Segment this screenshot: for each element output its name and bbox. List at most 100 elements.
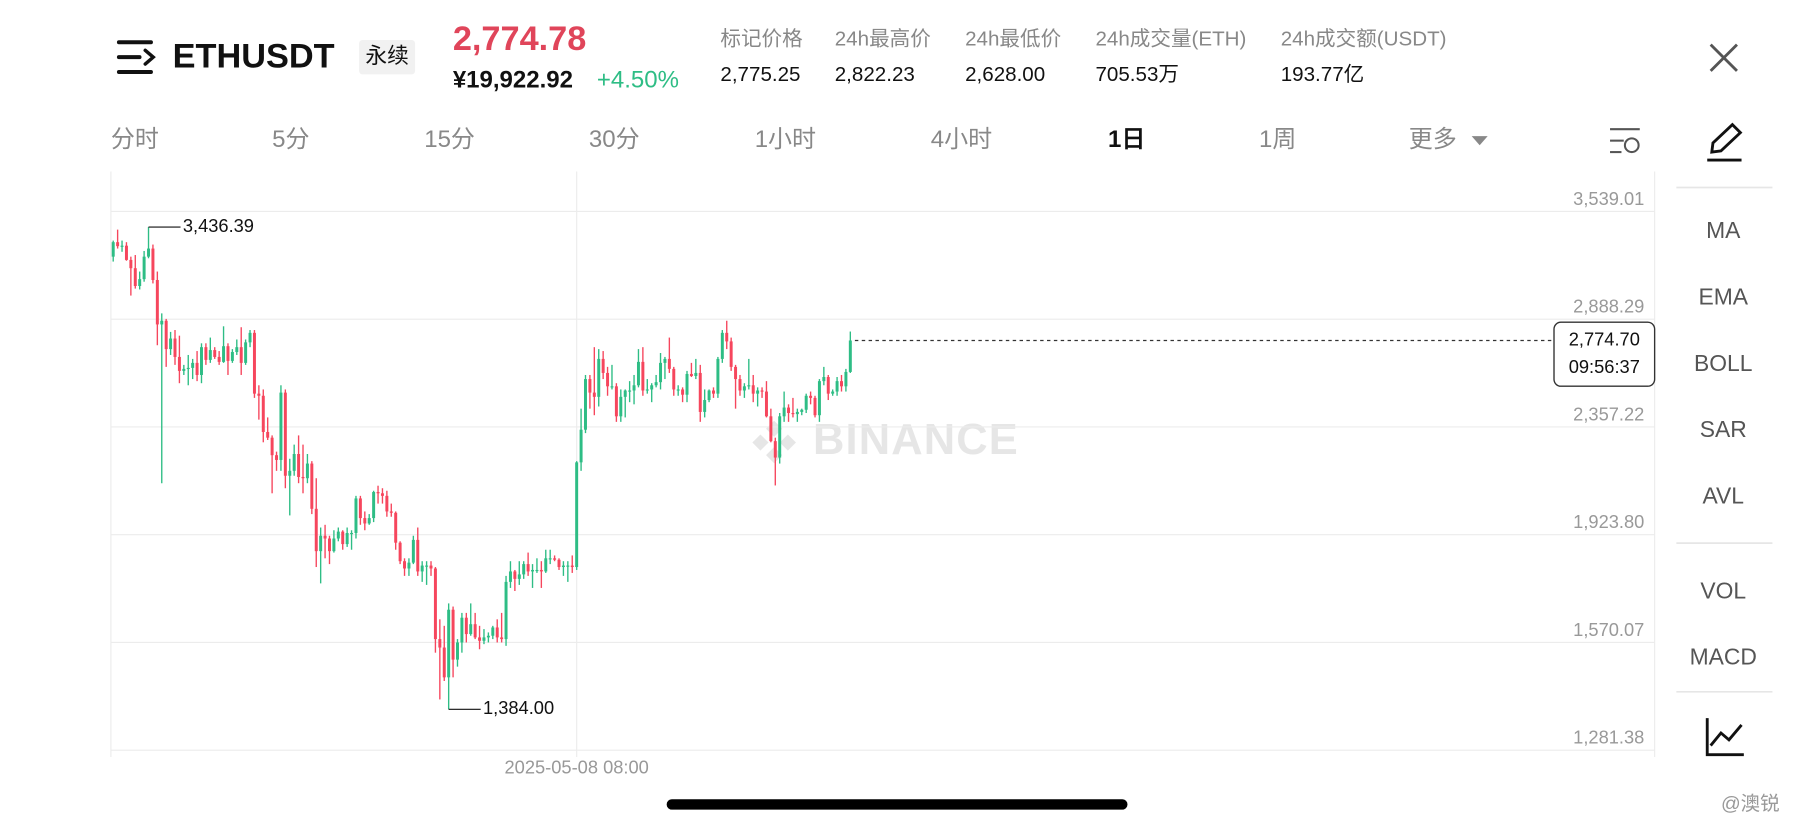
candle-body bbox=[482, 637, 486, 641]
candle-body bbox=[332, 538, 336, 552]
stat-value: 2,628.00 bbox=[965, 63, 1045, 86]
indicator-button[interactable]: MA bbox=[1706, 217, 1741, 243]
price-change: +4.50% bbox=[597, 67, 679, 94]
interval-tab[interactable]: 更多 bbox=[1409, 126, 1457, 153]
candle-body bbox=[257, 393, 261, 396]
candle-body bbox=[310, 463, 314, 509]
candle-body bbox=[844, 371, 848, 387]
candle-body bbox=[160, 320, 164, 325]
candle-body bbox=[535, 569, 539, 572]
candle-body bbox=[561, 565, 565, 568]
interval-tab[interactable]: 1日 bbox=[1108, 126, 1145, 153]
candle-body bbox=[663, 358, 667, 363]
candle-body bbox=[597, 358, 601, 397]
candle-body bbox=[787, 407, 791, 414]
candle-body bbox=[500, 637, 504, 640]
candle-body bbox=[813, 397, 817, 416]
candle-body bbox=[314, 508, 318, 552]
candle-body bbox=[584, 379, 587, 430]
indicator-button[interactable]: BOLL bbox=[1694, 350, 1752, 376]
draw-tool-icon[interactable] bbox=[1707, 122, 1743, 162]
candle-body bbox=[508, 571, 512, 582]
candle-body bbox=[817, 381, 821, 416]
chart-type-icon[interactable] bbox=[1705, 718, 1744, 757]
candle-body bbox=[248, 332, 252, 343]
interval-tab[interactable]: 分时 bbox=[111, 126, 159, 153]
candle-body bbox=[522, 564, 526, 575]
candle-body bbox=[795, 411, 799, 415]
candle-body bbox=[195, 362, 199, 375]
candle-body bbox=[756, 390, 760, 394]
candle-body bbox=[376, 492, 380, 494]
candle-body bbox=[504, 581, 508, 640]
candle-body bbox=[570, 565, 574, 568]
candle-body bbox=[460, 617, 464, 643]
candle-body bbox=[623, 390, 627, 397]
indicator-button[interactable]: SAR bbox=[1700, 416, 1747, 442]
candle-body bbox=[279, 392, 283, 460]
candle-body bbox=[822, 377, 826, 382]
candle-body bbox=[345, 532, 349, 545]
candle-body bbox=[650, 385, 654, 390]
candle-body bbox=[288, 470, 292, 476]
candle-body bbox=[641, 361, 645, 391]
candle-body bbox=[804, 395, 808, 410]
candle-body bbox=[698, 372, 702, 412]
candle-body bbox=[319, 535, 323, 552]
candle-body bbox=[544, 558, 548, 572]
interval-tab[interactable]: 1小时 bbox=[755, 126, 816, 153]
indicator-button[interactable]: AVL bbox=[1702, 482, 1744, 508]
candle-body bbox=[720, 332, 724, 359]
candle-body bbox=[557, 559, 561, 568]
y-tick-label: 2,888.29 bbox=[1573, 296, 1644, 317]
candle-body bbox=[747, 385, 751, 387]
interval-tab[interactable]: 5分 bbox=[272, 126, 309, 153]
candle-body bbox=[438, 639, 442, 648]
candle-body bbox=[111, 242, 115, 257]
extreme-label: 1,384.00 bbox=[483, 697, 554, 718]
candle-body bbox=[305, 463, 309, 479]
stat-label: 24h成交额(USDT) bbox=[1281, 27, 1447, 50]
candle-body bbox=[707, 390, 711, 401]
stat-label: 标记价格 bbox=[720, 27, 803, 50]
interval-tab[interactable]: 15分 bbox=[424, 126, 475, 153]
candle-body bbox=[636, 361, 640, 386]
menu-icon[interactable] bbox=[116, 40, 156, 75]
candle-body bbox=[791, 413, 795, 415]
candle-body bbox=[751, 385, 755, 394]
candle-body bbox=[716, 358, 720, 394]
candle-body bbox=[495, 627, 499, 638]
candle-body bbox=[336, 531, 340, 539]
interval-tab[interactable]: 30分 bbox=[589, 126, 640, 153]
price-cny: ¥19,922.92 bbox=[453, 67, 573, 94]
candle-body bbox=[809, 395, 813, 398]
stat-label: 24h成交量(ETH) bbox=[1095, 27, 1246, 50]
candle-body bbox=[151, 248, 155, 281]
candle-body bbox=[610, 386, 614, 388]
candle-body bbox=[354, 498, 358, 533]
candle-body bbox=[606, 372, 610, 387]
candle-body bbox=[831, 391, 835, 394]
candle-body bbox=[672, 368, 676, 390]
chart-settings-icon[interactable] bbox=[1610, 128, 1640, 154]
indicator-button[interactable]: EMA bbox=[1698, 283, 1748, 309]
candle-body bbox=[292, 454, 296, 471]
candle-body bbox=[676, 389, 680, 391]
y-tick-label: 1,923.80 bbox=[1573, 511, 1644, 532]
candle-body bbox=[778, 416, 782, 458]
indicator-button[interactable]: MACD bbox=[1690, 644, 1757, 670]
candle-body bbox=[328, 538, 331, 552]
candle-body bbox=[283, 392, 287, 476]
candle-body bbox=[654, 382, 658, 386]
stat-label: 24h最高价 bbox=[835, 27, 931, 50]
candle-body bbox=[380, 493, 384, 496]
stat-value: 193.77亿 bbox=[1281, 63, 1365, 86]
indicator-button[interactable]: VOL bbox=[1700, 577, 1746, 603]
candle-body bbox=[592, 392, 596, 397]
extreme-label: 3,436.39 bbox=[183, 215, 254, 236]
candle-body bbox=[275, 455, 279, 460]
interval-tab[interactable]: 1周 bbox=[1259, 126, 1296, 153]
close-button[interactable] bbox=[1709, 43, 1738, 72]
y-tick-label: 1,281.38 bbox=[1573, 727, 1644, 748]
interval-tab[interactable]: 4小时 bbox=[931, 126, 992, 153]
